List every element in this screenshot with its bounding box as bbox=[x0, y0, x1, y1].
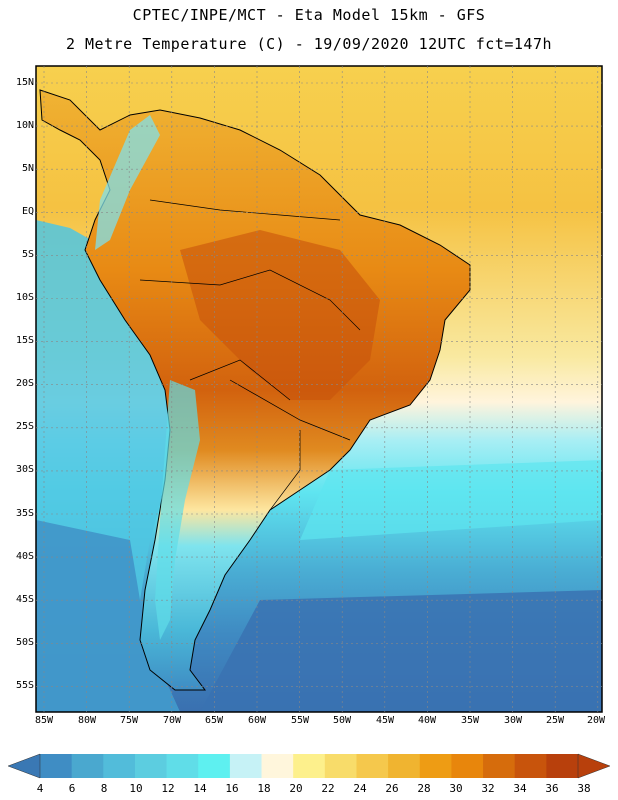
pacific-cold-region bbox=[36, 520, 180, 712]
colorbar-label: 34 bbox=[513, 782, 527, 795]
colorbar-label: 6 bbox=[68, 782, 76, 795]
colorbar-label: 32 bbox=[481, 782, 495, 795]
atlantic-cold-band bbox=[200, 590, 602, 712]
colorbar-swatch bbox=[40, 754, 73, 778]
title-line-1: CPTEC/INPE/MCT - Eta Model 15km - GFS bbox=[132, 6, 486, 24]
lon-label: 75W bbox=[119, 715, 139, 726]
colorbar-swatch bbox=[483, 754, 516, 778]
lon-label: 55W bbox=[290, 715, 310, 726]
colorbar-swatch bbox=[419, 754, 452, 778]
colorbar-swatch bbox=[356, 754, 389, 778]
lon-label: 25W bbox=[545, 715, 565, 726]
colorbar-swatch bbox=[134, 754, 168, 778]
atlantic-cool-band bbox=[300, 460, 602, 540]
lon-label: 65W bbox=[204, 715, 224, 726]
colorbar-label: 18 bbox=[257, 782, 271, 795]
colorbar-label: 22 bbox=[321, 782, 335, 795]
country-borders bbox=[139, 199, 361, 511]
lon-label: 30W bbox=[503, 715, 523, 726]
lon-label: 50W bbox=[332, 715, 352, 726]
colorbar-swatch bbox=[293, 754, 326, 778]
colorbar-label: 30 bbox=[449, 782, 463, 795]
lat-label: EQ bbox=[21, 206, 34, 217]
colorbar-swatch bbox=[71, 754, 104, 778]
colorbar-label: 14 bbox=[193, 782, 207, 795]
colorbar-label: 38 bbox=[577, 782, 591, 795]
colorbar-label: 4 bbox=[36, 782, 44, 795]
lat-label: 5S bbox=[21, 249, 34, 260]
colorbar-label: 10 bbox=[129, 782, 143, 795]
lat-label: 50S bbox=[15, 637, 34, 648]
graticule bbox=[36, 66, 602, 712]
colorbar-label: 28 bbox=[417, 782, 431, 795]
colorbar-swatch bbox=[514, 754, 547, 778]
colorbar bbox=[7, 753, 611, 779]
lat-label: 25S bbox=[15, 421, 34, 432]
colorbar-low-arrow bbox=[7, 753, 41, 779]
lat-label: 35S bbox=[15, 508, 34, 519]
lat-label: 10S bbox=[15, 292, 34, 303]
lat-label: 45S bbox=[15, 594, 34, 605]
lat-label: 40S bbox=[15, 551, 34, 562]
lat-label: 55S bbox=[15, 680, 34, 691]
hot-core bbox=[180, 230, 380, 400]
lat-label: 15N bbox=[15, 77, 34, 88]
colorbar-high-arrow bbox=[577, 753, 611, 779]
colorbar-label: 24 bbox=[353, 782, 367, 795]
lat-label: 30S bbox=[15, 464, 34, 475]
lon-label: 60W bbox=[247, 715, 267, 726]
lon-label: 45W bbox=[375, 715, 395, 726]
lat-label: 15S bbox=[15, 335, 34, 346]
lat-label: 20S bbox=[15, 378, 34, 389]
colorbar-swatch bbox=[166, 754, 199, 778]
lon-label: 85W bbox=[34, 715, 54, 726]
andes-south-cool-strip bbox=[155, 380, 200, 640]
colorbar-label: 12 bbox=[161, 782, 175, 795]
colorbar-label: 26 bbox=[385, 782, 399, 795]
lat-label: 10N bbox=[15, 120, 34, 131]
lon-label: 35W bbox=[460, 715, 480, 726]
colorbar-swatch bbox=[229, 754, 263, 778]
colorbar-label: 8 bbox=[100, 782, 108, 795]
title-line-2: 2 Metre Temperature (C) - 19/09/2020 12U… bbox=[65, 35, 553, 53]
lat-label: 5N bbox=[21, 163, 34, 174]
lon-label: 70W bbox=[162, 715, 182, 726]
lon-label: 20W bbox=[586, 715, 606, 726]
colorbar-label: 16 bbox=[225, 782, 239, 795]
map-frame bbox=[35, 65, 603, 713]
colorbar-swatch bbox=[261, 754, 294, 778]
lon-label: 40W bbox=[417, 715, 437, 726]
andes-cool-strip bbox=[95, 115, 160, 250]
colorbar-swatch bbox=[324, 754, 357, 778]
colorbar-swatch bbox=[103, 754, 136, 778]
colorbar-swatch bbox=[388, 754, 421, 778]
colorbar-swatch bbox=[546, 754, 579, 778]
colorbar-swatch bbox=[198, 754, 231, 778]
colorbar-label: 20 bbox=[289, 782, 303, 795]
colorbar-label: 36 bbox=[545, 782, 559, 795]
colorbar-swatch bbox=[451, 754, 484, 778]
south-america-land bbox=[39, 89, 471, 691]
lon-label: 80W bbox=[77, 715, 97, 726]
